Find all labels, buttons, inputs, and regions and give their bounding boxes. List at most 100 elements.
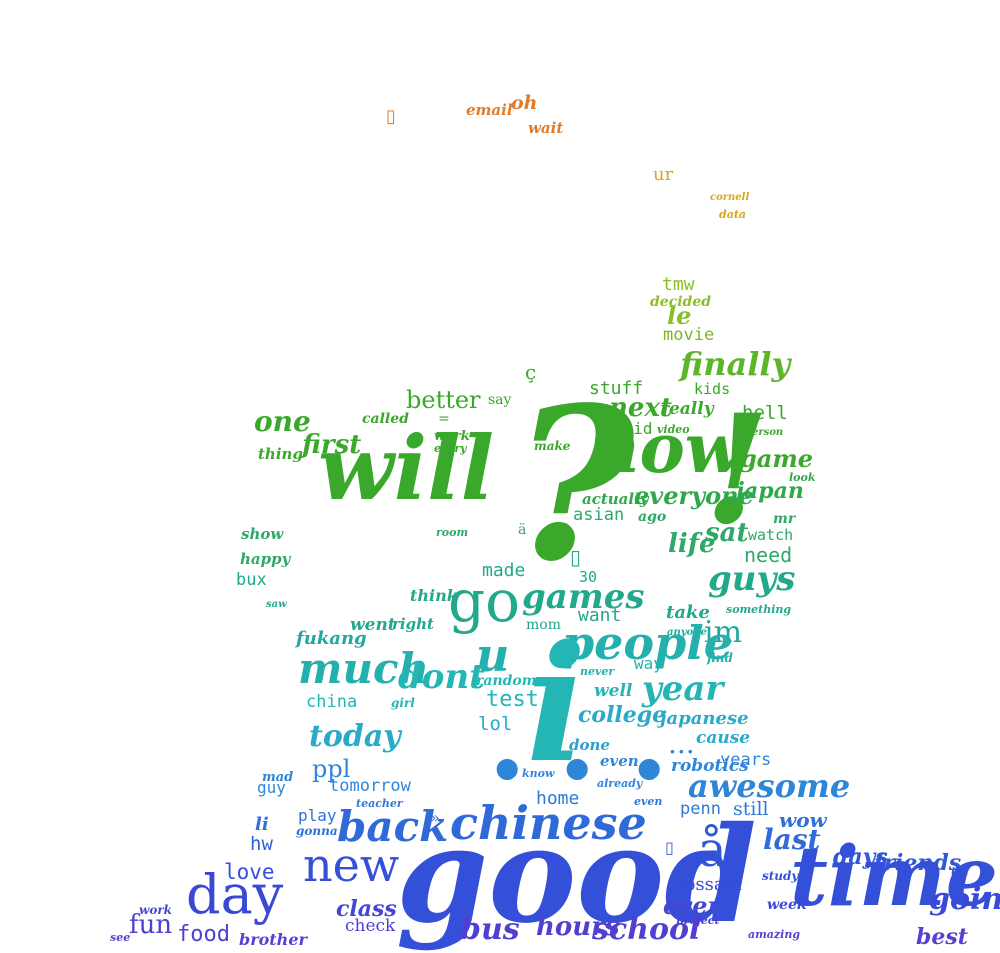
word-tomorrow: tomorrow xyxy=(329,776,411,796)
word-last: last xyxy=(763,823,821,856)
word-video: video xyxy=(657,423,690,436)
word-next: next xyxy=(609,393,672,423)
word-amazing: amazing xyxy=(748,928,801,941)
word-brother: brother xyxy=(239,930,307,949)
word-still: still xyxy=(733,798,769,820)
word-japan: japan xyxy=(736,478,804,504)
word-love: love xyxy=(224,860,275,884)
word-dot-2: • xyxy=(558,737,597,807)
word-need: need xyxy=(744,543,793,567)
word-dont: dont xyxy=(398,657,485,697)
word-going: going xyxy=(929,882,1000,917)
word-study: study xyxy=(762,869,799,883)
word-think: think xyxy=(410,586,458,605)
word-teacher: teacher xyxy=(356,797,403,810)
word-30: 30 xyxy=(579,568,598,586)
word-i: i xyxy=(526,610,587,798)
word-one: one xyxy=(254,405,311,438)
word-actually: actually xyxy=(582,490,649,508)
word-kids: kids xyxy=(694,380,731,398)
word-take: take xyxy=(666,602,710,623)
word-a-umlaut: ä xyxy=(518,522,527,538)
word-mad: mad xyxy=(262,770,294,785)
word-gonna: gonna xyxy=(296,824,338,838)
word-something: something xyxy=(726,603,792,616)
word-fun: fun xyxy=(129,910,173,940)
word-lol: lol xyxy=(478,713,513,735)
word-know: know xyxy=(522,767,555,780)
word-stuff: stuff xyxy=(589,378,644,399)
word-room: room xyxy=(436,526,469,539)
word-say: say xyxy=(488,392,512,408)
word-school: school xyxy=(592,912,701,947)
word-mom: mom xyxy=(526,617,561,633)
word-done: done xyxy=(569,736,610,754)
word-guys: guys xyxy=(708,559,796,599)
word-im: im xyxy=(704,615,743,650)
word-asian: asian xyxy=(573,505,625,525)
word-everyone: everyone xyxy=(634,481,754,510)
word-le: le xyxy=(667,301,692,330)
word-week: week xyxy=(767,897,807,913)
word-day: day xyxy=(186,863,284,926)
word-finally: finally xyxy=(680,345,791,383)
word-missing-glyph-3: ▯ xyxy=(665,838,674,857)
word-life: life xyxy=(668,529,716,559)
word-people: people xyxy=(562,616,734,670)
word-food: food xyxy=(177,922,230,947)
word-well: well xyxy=(594,681,633,701)
word-missing-glyph-1: ▯ xyxy=(386,106,396,127)
word-already: already xyxy=(597,777,643,790)
word-even-a: even xyxy=(600,752,639,770)
word-games: games xyxy=(522,577,645,617)
word-never: never xyxy=(580,665,615,678)
word-even-b: even xyxy=(634,795,663,808)
word-decided: decided xyxy=(650,294,712,310)
word-ever: ever xyxy=(663,891,721,920)
word-girl: girl xyxy=(391,696,415,710)
word-find: find xyxy=(707,651,733,665)
word-awesome: awesome xyxy=(688,767,851,805)
word-chinese: chinese xyxy=(450,796,647,850)
word-bus: bus xyxy=(460,912,520,947)
word-best: best xyxy=(916,924,968,950)
word-equals: = xyxy=(438,411,450,427)
word-hossain: hossain xyxy=(673,874,742,895)
word-play: play xyxy=(298,806,337,825)
word-work-top: work xyxy=(434,429,470,444)
word-test: test xyxy=(486,687,539,712)
word-watch: watch xyxy=(748,526,794,544)
word-project: project xyxy=(676,914,720,927)
word-question-mark: ? xyxy=(512,361,636,608)
word-called: called xyxy=(362,411,409,427)
word-guy: guy xyxy=(257,778,286,797)
word-ellipsis: ... xyxy=(668,727,695,760)
word-show: show xyxy=(241,525,284,543)
word-every: every xyxy=(434,442,467,455)
word-thing: thing xyxy=(258,445,303,463)
word-till: till xyxy=(951,865,969,878)
word-oh: oh xyxy=(511,92,538,114)
word-dot-1: • xyxy=(488,737,527,807)
word-friends: friends xyxy=(874,850,962,876)
word-missing-glyph-2: ▯ xyxy=(570,545,582,569)
word-data: data xyxy=(719,208,747,221)
word-years: years xyxy=(720,750,772,770)
word-much: much xyxy=(298,644,430,693)
word-ur: ur xyxy=(653,164,674,185)
word-home: home xyxy=(536,788,580,809)
word-game: game xyxy=(740,444,813,473)
word-go: go xyxy=(448,567,521,635)
word-went: went xyxy=(350,615,396,635)
word-c-cedilla: ç xyxy=(525,360,537,384)
word-back: back xyxy=(337,802,449,851)
word-tmw: tmw xyxy=(662,274,695,295)
word-hell: hell xyxy=(742,402,788,424)
word-first: first xyxy=(302,430,362,460)
word-raquo: » xyxy=(430,808,440,827)
word-really: really xyxy=(660,399,714,419)
word-time: time xyxy=(790,829,998,925)
word-better: better xyxy=(406,386,481,414)
word-wow: wow xyxy=(779,808,827,832)
